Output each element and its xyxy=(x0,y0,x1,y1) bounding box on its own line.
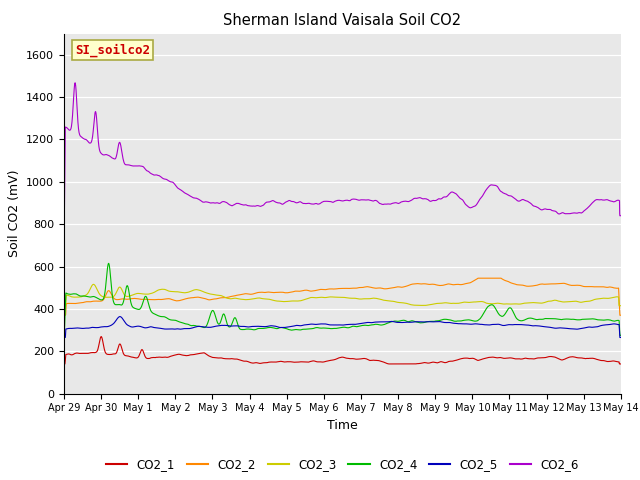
Text: SI_soilco2: SI_soilco2 xyxy=(75,43,150,57)
X-axis label: Time: Time xyxy=(327,419,358,432)
Title: Sherman Island Vaisala Soil CO2: Sherman Island Vaisala Soil CO2 xyxy=(223,13,461,28)
Legend: CO2_1, CO2_2, CO2_3, CO2_4, CO2_5, CO2_6: CO2_1, CO2_2, CO2_3, CO2_4, CO2_5, CO2_6 xyxy=(101,454,584,476)
Y-axis label: Soil CO2 (mV): Soil CO2 (mV) xyxy=(8,170,20,257)
